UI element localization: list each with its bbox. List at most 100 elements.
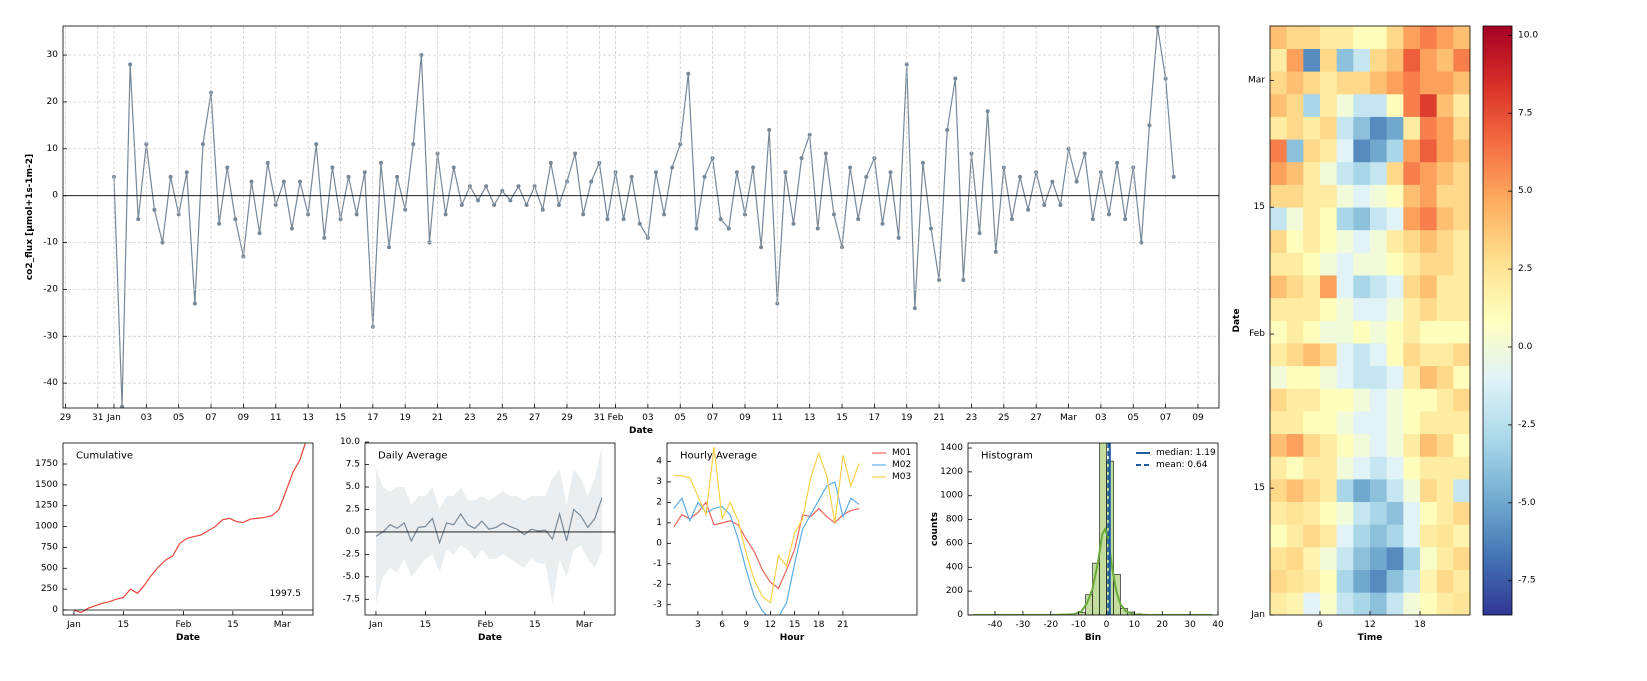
x-tick-label: 27 [1030,413,1041,423]
data-point [799,156,804,161]
heatmap-cell [1436,569,1454,593]
heatmap-cell [1270,479,1287,503]
heatmap-cell [1420,365,1437,389]
x-tick-label: -10 [1071,620,1086,630]
y-tick-label: 20 [47,97,59,107]
heatmap-cell [1336,501,1354,525]
heatmap-cell [1320,252,1337,276]
heatmap-cell [1420,524,1437,548]
x-tick-label: -20 [1043,620,1058,630]
annotation: 1997.5 [270,589,302,599]
heatmap-cell [1403,207,1421,231]
heatmap-cell [1453,48,1470,72]
heatmap-cell [1386,479,1404,503]
heatmap-cell [1336,275,1354,299]
data-point [945,128,950,133]
x-tick-label: 13 [302,413,313,423]
data-point [880,221,885,226]
data-point [225,165,230,170]
x-tick-label: 40 [1212,620,1224,630]
data-point [500,188,505,193]
heatmap-cell [1303,207,1321,231]
data-point [937,278,942,283]
y-tick-label: Feb [1249,329,1265,339]
data-point [1115,160,1120,165]
y-tick-label: -7.5 [342,594,360,604]
x-tick-label: Jan [106,413,121,423]
y-tick-label: 1000 [940,491,963,501]
heatmap-cell [1386,433,1404,457]
legend-label: mean: 0.64 [1156,460,1208,470]
heatmap-cell [1386,71,1404,95]
heatmap-cell [1336,207,1354,231]
heatmap-cell [1336,365,1354,389]
data-point [265,160,270,165]
heatmap-cell [1453,456,1470,480]
x-tick-label: Jan [368,620,383,630]
data-point [1147,123,1152,128]
heatmap-cell [1303,252,1321,276]
heatmap-cell [1303,93,1321,117]
data-point [1171,174,1176,179]
heatmap-cell [1403,411,1421,435]
heatmap-cell [1436,479,1454,503]
y-tick-label: Mar [1248,75,1265,85]
y-tick-label: 0 [52,191,58,201]
heatmap-cell [1270,524,1287,548]
heatmap-cell [1320,524,1337,548]
heatmap-cell [1370,161,1387,185]
data-point [831,212,836,217]
heatmap-cell [1303,26,1321,49]
x-tick-label: Feb [175,620,191,630]
heatmap-cell [1420,26,1437,49]
data-point [508,198,513,203]
heatmap-cell [1370,26,1387,49]
data-point [411,142,416,147]
heatmap-cell [1336,184,1354,208]
data-point [1026,207,1031,212]
heatmap-cell [1436,297,1454,321]
heatmap-cell [1436,161,1454,185]
data-point [362,170,367,175]
heatmap-cell [1386,569,1404,593]
legend-label: M03 [892,472,911,482]
heatmap-cell [1286,116,1304,140]
y-axis-label: co2_flux [μmol+1s-1m-2] [25,154,35,280]
heatmap-cell [1453,184,1470,208]
data-point [184,170,189,175]
heatmap-cell [1270,388,1287,412]
x-tick-label: 15 [789,620,800,630]
heatmap-cell [1370,139,1387,163]
data-point [346,174,351,179]
heatmap-cell [1336,320,1354,344]
data-point [1106,212,1111,217]
heatmap-cell [1370,297,1387,321]
heatmap-cell [1270,229,1287,253]
heatmap-cell [1403,569,1421,593]
x-tick-label: 12 [1364,620,1375,630]
heatmap-cell [1320,71,1337,95]
heatmap-cell [1286,320,1304,344]
heatmap-cell [1320,26,1337,49]
heatmap-cell [1303,116,1321,140]
x-tick-label: 18 [813,620,825,630]
data-point [678,142,683,147]
heatmap-cell [1286,592,1304,615]
data-point [556,203,561,208]
heatmap-cell [1336,592,1354,615]
y-tick-label: 800 [946,515,963,525]
heatmap-cell [1386,184,1404,208]
data-point [929,226,934,231]
y-tick-label: -1 [653,559,662,569]
heatmap-cell [1353,93,1371,117]
heatmap-cell [1453,26,1470,49]
panel-title: Histogram [981,451,1033,462]
heatmap-cell [1286,547,1304,570]
heatmap-cell [1270,569,1287,593]
heatmap-cell [1453,388,1470,412]
heatmap-cell [1270,252,1287,276]
x-tick-label: 23 [464,413,475,423]
y-tick-label: 1400 [940,443,963,453]
heatmap-cell [1320,479,1337,503]
heatmap-cell [1420,297,1437,321]
